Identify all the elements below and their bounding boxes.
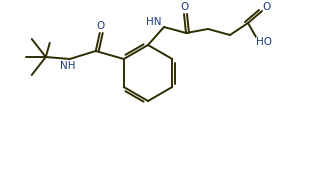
Text: O: O xyxy=(181,2,189,12)
Text: HN: HN xyxy=(146,17,162,27)
Text: O: O xyxy=(96,21,105,31)
Text: O: O xyxy=(263,2,271,12)
Text: HO: HO xyxy=(256,37,272,47)
Text: NH: NH xyxy=(60,61,76,71)
